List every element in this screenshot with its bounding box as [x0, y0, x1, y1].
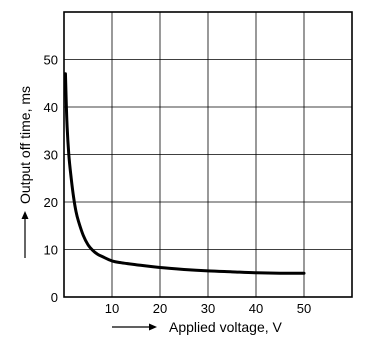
y-tick-label: 20: [44, 195, 58, 210]
y-tick-label: 50: [44, 53, 58, 68]
y-tick-label: 30: [44, 148, 58, 163]
x-tick-label: 10: [105, 301, 119, 316]
y-axis-title-group: Output off time, ms: [17, 86, 33, 258]
x-tick-label: 30: [201, 301, 215, 316]
y-tick-label: 0: [51, 290, 58, 305]
y-axis-arrow-head: [21, 211, 29, 219]
x-axis-arrow-head: [149, 323, 157, 331]
tick-labels: 10 20 30 40 50 0 10 20 30 40 50: [44, 53, 312, 317]
x-axis-title: Applied voltage, V: [169, 319, 283, 335]
y-tick-label: 10: [44, 243, 58, 258]
series-group: [63, 72, 306, 275]
series-line: [63, 72, 306, 275]
x-axis-title-group: Applied voltage, V: [112, 319, 283, 335]
x-tick-label: 50: [297, 301, 311, 316]
grid-lines: [64, 12, 352, 297]
plot-frame: [63, 11, 353, 298]
y-axis-title: Output off time, ms: [17, 86, 33, 204]
x-tick-label: 20: [153, 301, 167, 316]
y-tick-label: 40: [44, 100, 58, 115]
x-tick-label: 40: [249, 301, 263, 316]
